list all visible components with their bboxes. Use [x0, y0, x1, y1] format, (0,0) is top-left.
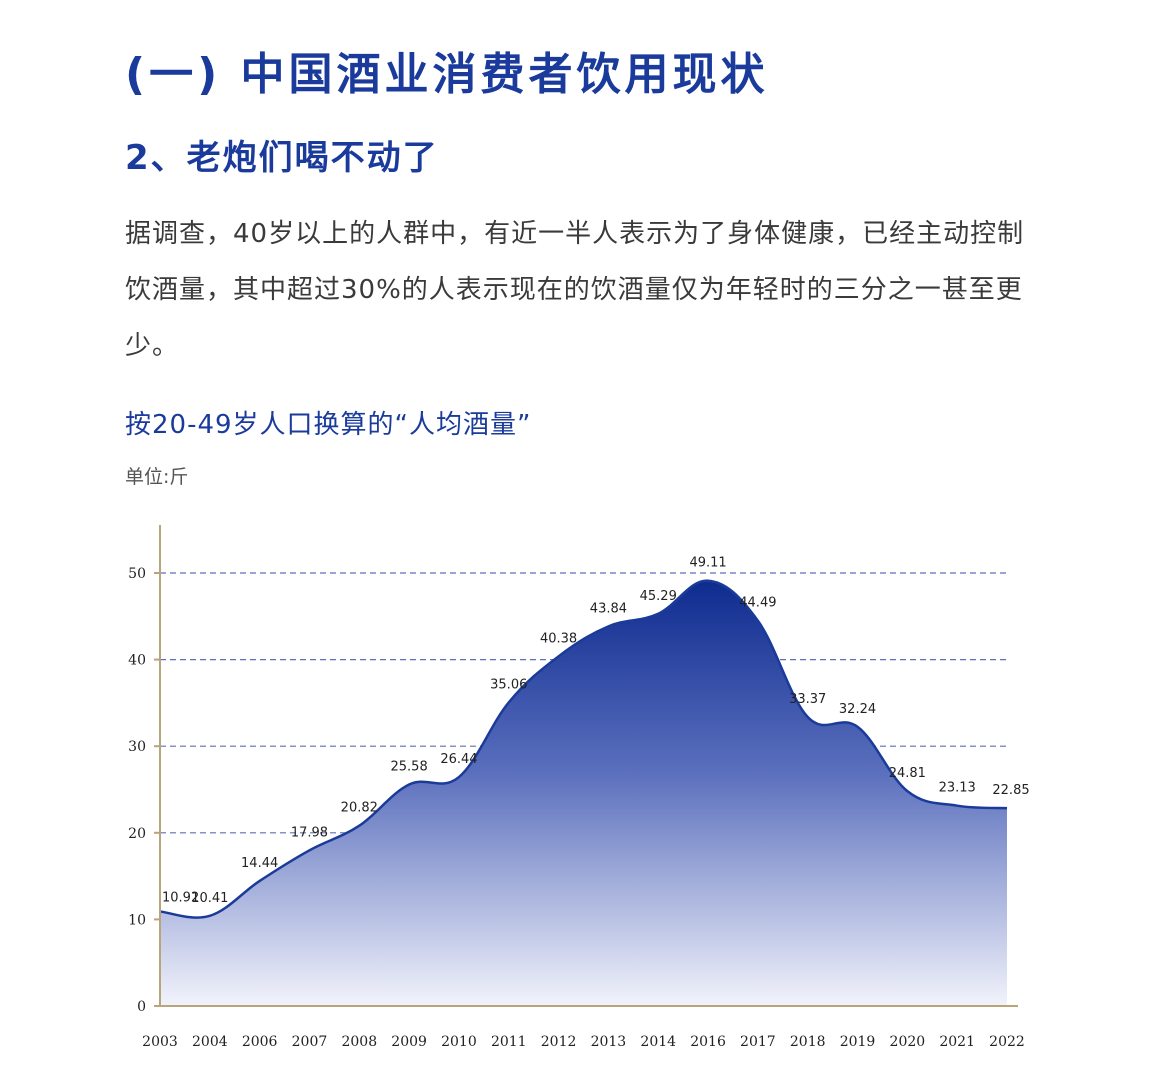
section-title: (一) 中国酒业消费者饮用现状: [125, 49, 769, 100]
x-tick-label: 2019: [840, 1034, 876, 1050]
data-label: 23.13: [939, 781, 976, 796]
data-label: 20.82: [341, 801, 378, 816]
data-label: 35.06: [490, 677, 527, 692]
x-tick-label: 2020: [890, 1034, 926, 1050]
x-tick-label: 2007: [292, 1034, 328, 1050]
x-tick-label: 2009: [391, 1034, 427, 1050]
axes: [154, 525, 1018, 1007]
data-label: 22.85: [992, 783, 1029, 798]
data-label: 25.58: [391, 759, 428, 774]
y-tick-label: 10: [128, 912, 146, 928]
x-tick-label: 2006: [242, 1034, 278, 1050]
data-label: 14.44: [241, 856, 278, 871]
x-tick-label: 2004: [192, 1034, 228, 1050]
x-tick-label: 2012: [541, 1034, 577, 1050]
x-tick-label: 2013: [591, 1034, 627, 1050]
data-label: 10.41: [191, 891, 228, 906]
chart-title: 按20-49岁人口换算的“人均酒量”: [125, 410, 532, 440]
x-tick-labels: 2003 2004 2006 2007 2008 2009 2010 2011 2012 2013…: [142, 1034, 1025, 1050]
data-label: 26.44: [440, 752, 477, 767]
data-label: 49.11: [689, 556, 726, 571]
data-label: 43.84: [590, 601, 627, 616]
x-tick-label: 2016: [690, 1034, 726, 1050]
y-tick-label: 0: [137, 999, 146, 1015]
data-label: 44.49: [739, 596, 776, 611]
x-tick-label: 2017: [740, 1034, 776, 1050]
x-tick-label: 2010: [441, 1034, 477, 1050]
series-line: [159, 579, 1008, 919]
data-label: 17.98: [291, 825, 328, 840]
y-tick-labels: 0 10 20 30 40 50: [128, 566, 146, 1015]
data-label: 32.24: [839, 702, 876, 717]
data-label: 24.81: [889, 766, 926, 781]
data-label: 33.37: [789, 692, 826, 707]
x-tick-label: 2022: [989, 1034, 1025, 1050]
data-label: 40.38: [540, 631, 577, 646]
x-tick-label: 2011: [491, 1034, 527, 1050]
x-tick-label: 2003: [142, 1034, 178, 1050]
area-fill: [160, 580, 1007, 1006]
y-tick-label: 40: [128, 653, 146, 669]
x-tick-label: 2021: [939, 1034, 975, 1050]
y-tick-label: 50: [128, 566, 146, 582]
x-tick-label: 2018: [790, 1034, 826, 1050]
x-tick-label: 2014: [640, 1034, 676, 1050]
x-tick-label: 2008: [341, 1034, 377, 1050]
sub-title: 2、老炮们喝不动了: [125, 138, 439, 178]
y-tick-label: 30: [128, 739, 146, 755]
body-paragraph: 据调查，40岁以上的人群中，有近一半人表示为了身体健康，已经主动控制饮酒量，其中…: [125, 219, 1025, 361]
data-label: 45.29: [640, 589, 677, 604]
data-label: 10.92: [162, 890, 199, 905]
y-tick-label: 20: [128, 826, 146, 842]
unit-label: 单位:斤: [125, 466, 189, 488]
area-series: [159, 579, 1008, 1006]
